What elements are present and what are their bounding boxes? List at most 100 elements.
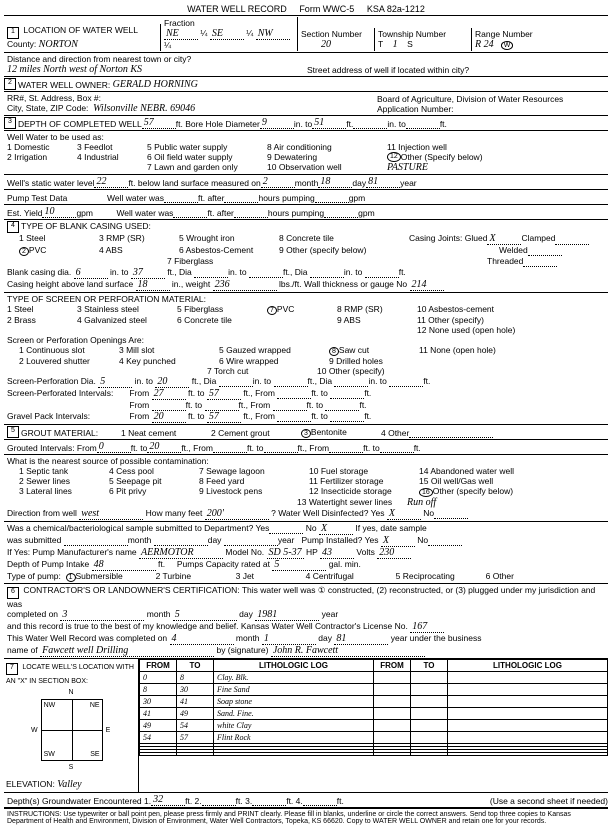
s-o9: 6 Concrete tile [177, 315, 267, 325]
gw-ft: ft. 2. [185, 796, 202, 806]
depth-b1 [353, 118, 387, 129]
s-p6: 2 Louvered shutter [7, 356, 119, 366]
f1: NE [164, 28, 198, 40]
ss: S [407, 39, 413, 49]
ct-o11: 3 Lateral lines [7, 486, 109, 497]
s-o6: 10 Asbestos-cement [417, 304, 494, 315]
table-row: 830Fine Sand [140, 684, 608, 696]
gp-ft6: ft. [364, 411, 371, 421]
bx-ne: NE [90, 702, 100, 709]
form-title: WATER WELL RECORD [187, 4, 287, 14]
s-f2: ft., Dia [308, 376, 333, 386]
section-num-7: 7 [6, 663, 18, 675]
log-from-hdr2: FROM [374, 660, 411, 672]
ch-t6: 6 Other [486, 571, 514, 582]
ch-mnv: SD 5-37 [267, 547, 304, 559]
table-row: 4954white Clay [140, 720, 608, 732]
bx-se: SE [90, 751, 99, 758]
ct-other: Run off [407, 497, 436, 508]
ct-o4: 10 Fuel storage [309, 466, 419, 476]
cert-lic: 167 [410, 621, 444, 633]
section-val: 20 [321, 39, 331, 50]
depth-dia: 9 [260, 117, 294, 129]
c-height: Casing height above land surface [7, 279, 133, 289]
ct-o9: 11 Fertilizer storage [309, 476, 419, 486]
ch-t3: 3 Jet [236, 571, 306, 582]
gp-ft4: ft., From [243, 411, 275, 421]
c-blank: Blank casing dia. [7, 267, 71, 277]
cert-day: day [239, 609, 253, 619]
ch-mfrv: AERMOTOR [139, 547, 223, 559]
table-row: 4149Sand. Fine. [140, 708, 608, 720]
ch-no: No [306, 523, 317, 533]
ch-t4: 4 Centrifugal [306, 571, 396, 582]
ct-o2: 4 Cess pool [109, 466, 199, 476]
dir-s: S [31, 764, 111, 771]
c-threaded: Threaded [487, 256, 523, 267]
instructions: INSTRUCTIONS: Use typewriter or ball poi… [4, 808, 608, 827]
dist-val: 12 miles North west of Norton KS [7, 64, 142, 75]
g-t1: 20 [147, 441, 181, 453]
log-ll-hdr2: LITHOLOGIC LOG [448, 660, 608, 672]
ch-gm: gal. min. [329, 559, 361, 569]
cert-m: 3 [60, 609, 144, 621]
ct-yes: X [387, 508, 421, 520]
use-o5: 11 Injection well [387, 142, 447, 152]
ct-o1: 1 Septic tank [7, 466, 109, 476]
c-o2: 3 RMP (SR) [99, 233, 179, 245]
table-row: 08Clay. Blk. [140, 672, 608, 684]
ct-dir: Direction from well [7, 508, 77, 518]
g-o4: 4 Other [381, 428, 409, 438]
gw-note: (Use a second sheet if needed) [490, 796, 608, 806]
cert-d2: 1 [262, 633, 316, 645]
s-p2: 3 Mill slot [119, 345, 219, 356]
dir-e: E [106, 727, 111, 734]
s-ft4: ft., From [243, 388, 275, 398]
section-num-6: 6 [7, 587, 19, 599]
gp-f1: 20 [152, 411, 186, 423]
board: Board of Agriculture, Division of Water … [377, 94, 563, 104]
s-t1: 57 [207, 388, 241, 400]
s-o5: 8 RMP (SR) [337, 304, 417, 315]
form-ksa: KSA 82a-1212 [367, 4, 425, 14]
use-o4: 8 Air conditioning [267, 142, 387, 152]
ch-cap: Pumps Capacity rated at [177, 559, 270, 569]
c-ft2: ft., Dia [283, 267, 308, 277]
rr-lbl: RR#, St. Address, Box #: [7, 93, 101, 103]
ch-d: day [208, 535, 222, 545]
ct-o12: 6 Pit privy [109, 486, 199, 497]
c-o4: 8 Concrete tile [279, 233, 409, 245]
ts: T [378, 39, 383, 49]
ct-hval: 200' [205, 508, 269, 520]
static-mon: 2 [261, 176, 295, 188]
g-f1: 0 [97, 441, 131, 453]
section-num-1: 1 [7, 27, 19, 39]
f2: SE [210, 28, 244, 40]
ch-sub: was submitted [7, 535, 61, 545]
pump-hrs1: hours pumping [258, 193, 314, 203]
static-daylbl: day [352, 178, 366, 188]
depth-ft: ft. Bore Hole Diameter [176, 119, 260, 129]
s-p4c: 8 [329, 347, 339, 356]
c-clamped: Clamped [521, 233, 555, 245]
ch-ft: ft. [158, 559, 165, 569]
s-p3: 5 Gauzed wrapped [219, 345, 329, 356]
s-p11: 10 Other (specify) [317, 366, 385, 376]
pump-ft1: ft. after [198, 193, 224, 203]
depth-val: 57 [142, 117, 176, 129]
g-o2: 2 Cement grout [211, 428, 301, 438]
cert-d: 5 [173, 609, 237, 621]
c-o6: 4 ABS [99, 245, 179, 256]
gp-to: ft. to [188, 411, 205, 421]
county-val: NORTON [39, 39, 78, 50]
log-ll-hdr: LITHOLOGIC LOG [214, 660, 374, 672]
cert-comp: completed on [7, 609, 58, 619]
ct-o3: 7 Sewage lagoon [199, 466, 309, 476]
cert-day2: day [318, 633, 332, 643]
use-o1: 1 Domestic [7, 142, 77, 152]
cert-y: 1981 [255, 609, 319, 621]
static-val: 22 [94, 176, 128, 188]
g-ft3: ft., From [298, 443, 330, 453]
ch-t2: 2 Turbine [156, 571, 236, 582]
grout-lbl: GROUT MATERIAL: [21, 428, 121, 438]
